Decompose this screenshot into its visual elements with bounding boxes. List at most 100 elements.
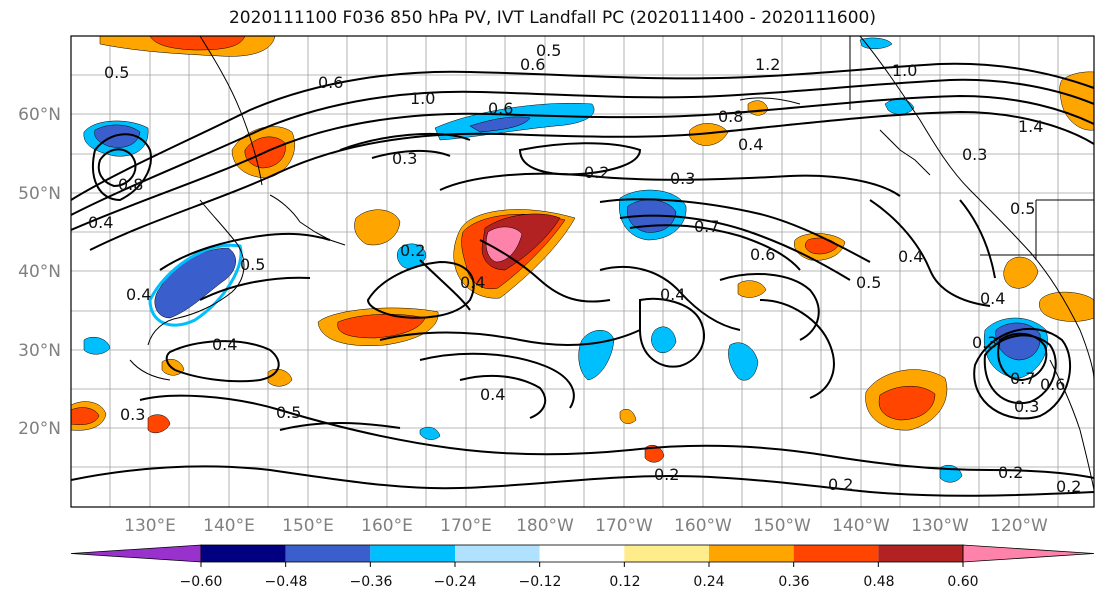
colorbar-tick-label: −0.36 xyxy=(350,574,393,590)
lon-label: 160°W xyxy=(674,516,732,536)
lat-label: 30°N xyxy=(18,341,61,361)
contour-label: 0.3 xyxy=(670,169,695,188)
contour-label: 0.2 xyxy=(400,241,425,260)
contour-label: 0.2 xyxy=(584,163,609,182)
contour-label: 0.6 xyxy=(750,245,775,264)
shade-e-orange-1 xyxy=(1039,291,1094,322)
colorbar-tick-label: 0.24 xyxy=(693,574,724,590)
shade-se-red xyxy=(878,386,936,421)
colorbar-tick-label: −0.48 xyxy=(265,574,308,590)
contour-labels: 0.5 0.6 0.6 0.5 1.0 1.2 1.0 0.6 0.8 0.4 … xyxy=(88,41,1081,496)
contour-label: 0.4 xyxy=(126,285,151,304)
colorbar-tick-label: 0.48 xyxy=(863,574,894,590)
figure-title: 2020111100 F036 850 hPa PV, IVT Landfall… xyxy=(228,8,876,28)
contour-label: 0.4 xyxy=(480,385,505,404)
contour-label: 0.6 xyxy=(1040,375,1065,394)
lon-label: 140°E xyxy=(203,516,255,536)
contour-label: 0.6 xyxy=(318,73,343,92)
lon-label: 140°W xyxy=(832,516,890,536)
contour-label: 0.7 xyxy=(694,217,719,236)
colorbar-cell xyxy=(539,545,625,562)
colorbar-extend-max xyxy=(962,544,1095,563)
contour-label: 0.3 xyxy=(120,405,145,424)
contour-label: 0.6 xyxy=(520,55,545,74)
shade-small-5 xyxy=(737,280,767,298)
colorbar-tick-label: 0.60 xyxy=(947,574,978,590)
contour-label: 1.2 xyxy=(755,55,780,74)
shade-npac-darkblue xyxy=(469,116,531,133)
contour-label: 0.3 xyxy=(1014,397,1039,416)
colorbar-cell xyxy=(624,545,709,562)
lon-label: 150°W xyxy=(753,516,811,536)
shade-sw-red xyxy=(337,313,426,339)
contour-label: 0.3 xyxy=(962,145,987,164)
contour-label: 1.0 xyxy=(410,89,435,108)
contour-label: 0.2 xyxy=(828,475,853,494)
shade-japan-lightblue xyxy=(148,243,243,327)
shade-small-8 xyxy=(419,426,441,440)
colorbar-extend-min xyxy=(70,544,202,563)
coastlines xyxy=(129,36,1094,491)
contour-label: 0.4 xyxy=(738,135,763,154)
contour-label: 0.5 xyxy=(536,41,561,60)
colorbar-cell xyxy=(878,545,963,562)
contour-label: 0.7 xyxy=(1010,369,1035,388)
colorbar-tick-label: 0.36 xyxy=(778,574,809,590)
contour-label: 0.5 xyxy=(240,255,265,274)
shade-160w-orange xyxy=(689,123,729,146)
lon-label: 130°E xyxy=(124,516,176,536)
shade-small-3 xyxy=(644,445,665,463)
colorbar-cell xyxy=(370,545,455,562)
pv-contours xyxy=(71,62,1094,497)
contour-label: 1.0 xyxy=(892,61,917,80)
lat-label: 50°N xyxy=(18,184,61,204)
shade-small-6 xyxy=(83,337,111,355)
shade-small-1 xyxy=(147,414,171,434)
colorbar-cell xyxy=(285,545,371,562)
colorbar-cells xyxy=(70,544,1095,563)
contour-label: 0.5 xyxy=(276,403,301,422)
contour-label: 0.8 xyxy=(718,107,743,126)
shade-nw-darkblue xyxy=(94,124,141,148)
shade-e-orange-2 xyxy=(1003,256,1039,289)
contour-label: 0.2 xyxy=(654,465,679,484)
colorbar-cell xyxy=(455,545,540,562)
contour-label: 1.4 xyxy=(1018,117,1043,136)
shade-south-blue-3 xyxy=(651,326,677,353)
colorbar-ticks xyxy=(200,562,964,567)
colorbar-cell xyxy=(709,545,794,562)
lat-label: 40°N xyxy=(18,262,61,282)
shade-central-pink xyxy=(485,226,523,263)
lon-label: 170°W xyxy=(595,516,653,536)
colorbar-outline xyxy=(200,544,964,563)
contour-label: 0.4 xyxy=(898,247,923,266)
contour-label: 0.2 xyxy=(1056,477,1081,496)
contour-label: 0.4 xyxy=(980,289,1005,308)
contour-label: 0.3 xyxy=(972,333,997,352)
lat-label: 60°N xyxy=(18,105,61,125)
lon-label: 120°W xyxy=(990,516,1048,536)
lon-label: 170°E xyxy=(440,516,492,536)
shade-south-blue-1 xyxy=(578,330,615,381)
shade-far-sw-red xyxy=(71,407,100,425)
shade-top-red xyxy=(149,36,246,51)
latitude-labels: 60°N 50°N 40°N 30°N 20°N xyxy=(18,105,61,439)
contour-label: 0.4 xyxy=(460,273,485,292)
contour-label: 0.5 xyxy=(856,273,881,292)
contour-label: 0.6 xyxy=(488,99,513,118)
contour-label: 0.3 xyxy=(392,149,417,168)
lon-label: 180°W xyxy=(516,516,574,536)
colorbar-tick-label: −0.24 xyxy=(434,574,477,590)
colorbar-tick-labels: −0.60 −0.48 −0.36 −0.24 −0.12 0.12 0.24 … xyxy=(180,574,979,590)
lon-label: 150°E xyxy=(282,516,334,536)
map-frame xyxy=(70,35,1095,508)
colorbar-tick-label: 0.12 xyxy=(609,574,640,590)
lon-label: 130°W xyxy=(911,516,969,536)
lon-label: 160°E xyxy=(361,516,413,536)
colorbar-tick-label: −0.12 xyxy=(519,574,562,590)
colorbar-cell xyxy=(793,545,879,562)
colorbar-tick-label: −0.60 xyxy=(180,574,223,590)
colorbar-cell xyxy=(201,545,286,562)
